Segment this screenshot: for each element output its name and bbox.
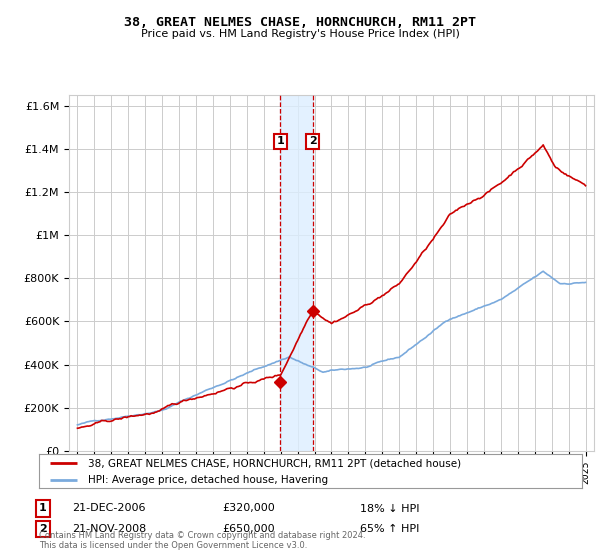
Text: Contains HM Land Registry data © Crown copyright and database right 2024.
This d: Contains HM Land Registry data © Crown c… (39, 530, 365, 550)
Text: HPI: Average price, detached house, Havering: HPI: Average price, detached house, Have… (88, 475, 328, 484)
Text: 1: 1 (277, 137, 284, 146)
Text: 18% ↓ HPI: 18% ↓ HPI (360, 503, 419, 514)
Text: 38, GREAT NELMES CHASE, HORNCHURCH, RM11 2PT (detached house): 38, GREAT NELMES CHASE, HORNCHURCH, RM11… (88, 458, 461, 468)
Text: 38, GREAT NELMES CHASE, HORNCHURCH, RM11 2PT: 38, GREAT NELMES CHASE, HORNCHURCH, RM11… (124, 16, 476, 29)
Text: £320,000: £320,000 (222, 503, 275, 514)
Text: 65% ↑ HPI: 65% ↑ HPI (360, 524, 419, 534)
Text: 1: 1 (39, 503, 47, 514)
Bar (280, 95, 313, 451)
Text: 2: 2 (309, 137, 317, 146)
Text: Price paid vs. HM Land Registry's House Price Index (HPI): Price paid vs. HM Land Registry's House … (140, 29, 460, 39)
Text: £650,000: £650,000 (222, 524, 275, 534)
Text: 21-DEC-2006: 21-DEC-2006 (72, 503, 146, 514)
Text: 21-NOV-2008: 21-NOV-2008 (72, 524, 146, 534)
Text: 2: 2 (39, 524, 47, 534)
